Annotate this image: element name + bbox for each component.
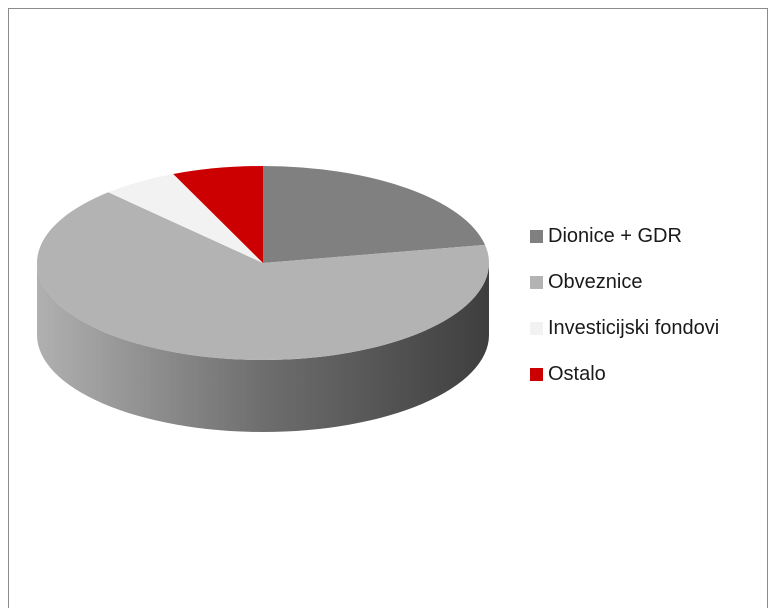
legend-swatch <box>530 367 543 381</box>
legend-swatch <box>530 321 543 335</box>
legend-item-obveznice: Obveznice <box>530 270 719 294</box>
legend-swatch <box>530 275 543 289</box>
legend-item-dionice: Dionice + GDR <box>530 224 719 248</box>
legend-item-investicijski-fondovi: Investicijski fondovi <box>530 316 719 340</box>
legend-label: Obveznice <box>548 270 643 293</box>
pie-slice-dionice-gdr <box>263 166 485 263</box>
pie-side-obveznice <box>37 263 489 432</box>
legend-label: Dionice + GDR <box>548 224 682 247</box>
legend-item-ostalo: Ostalo <box>530 362 719 386</box>
pie-slice-obveznice <box>36 192 490 360</box>
pie-slice-ostalo <box>173 166 263 263</box>
legend-label: Investicijski fondovi <box>548 316 720 339</box>
legend-swatch <box>530 229 543 243</box>
pie-slice-investicijski-fondovi <box>108 173 263 263</box>
chart-legend: Dionice + GDR Obveznice Investicijski fo… <box>530 224 719 408</box>
legend-label: Ostalo <box>548 362 606 385</box>
